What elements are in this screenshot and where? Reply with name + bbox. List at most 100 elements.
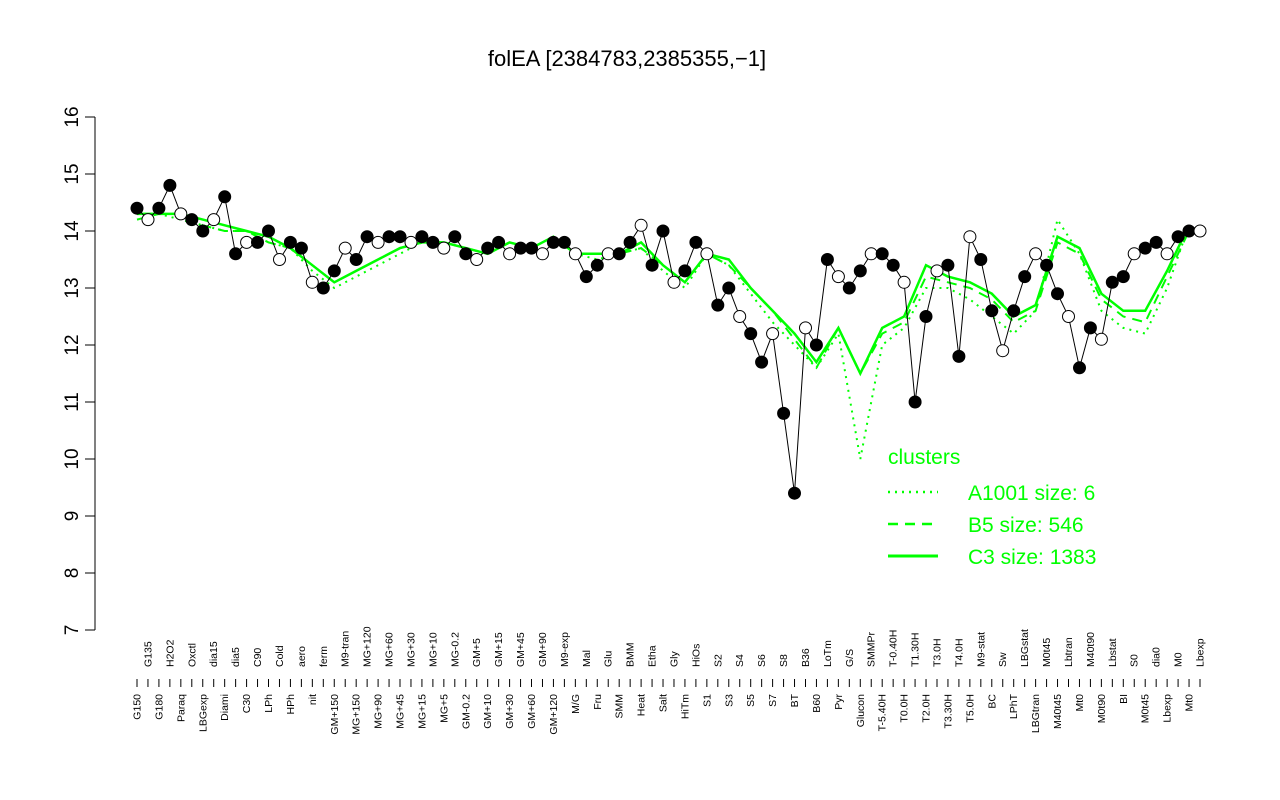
data-point: [1083, 321, 1097, 335]
data-point: [1051, 287, 1064, 301]
data-point: [327, 264, 341, 278]
x-tick-label: MG+150: [351, 694, 363, 735]
x-tick-label: Sw: [997, 652, 1009, 667]
x-tick-label: Lbexp: [1195, 638, 1207, 667]
data-point: [919, 310, 933, 323]
legend-label: A1001 size: 6: [968, 482, 1095, 505]
x-tick-label: G135: [142, 641, 154, 667]
x-tick-label: S5: [745, 694, 757, 707]
legend-title: clusters: [888, 446, 960, 469]
data-point: [820, 253, 834, 266]
x-tick-label: BI: [1118, 694, 1130, 704]
x-tick-label: Glucon: [855, 694, 867, 727]
legend-label: C3 size: 1383: [968, 546, 1096, 569]
x-tick-label: Paraq: [175, 694, 187, 722]
x-tick-label: M40t45: [1052, 694, 1064, 729]
data-point: [1127, 247, 1141, 261]
x-tick-label: M0: [1173, 652, 1185, 667]
x-tick-label: Mt0: [1184, 694, 1196, 712]
data-point: [1007, 304, 1021, 318]
x-tick-label: T4.0H: [953, 638, 965, 667]
x-tick-label: GM+150: [329, 694, 341, 735]
data-point: [207, 213, 221, 227]
data-point: [305, 275, 319, 289]
data-point: [1018, 270, 1032, 284]
data-point: [831, 270, 845, 284]
data-point: [579, 270, 593, 284]
data-point: [185, 213, 199, 227]
data-point: [799, 321, 812, 335]
x-tick-label: BC: [986, 694, 998, 709]
data-point: [788, 486, 801, 500]
data-point: [174, 207, 188, 221]
x-tick-label: Fru: [592, 694, 604, 710]
x-tick-label: G150: [132, 694, 144, 720]
data-point: [1149, 235, 1163, 249]
x-tick-label: Salt: [658, 694, 670, 712]
data-point: [952, 349, 966, 363]
data-point: [1160, 247, 1174, 261]
x-tick-label: G/S: [844, 649, 856, 667]
x-tick-label: LPh: [263, 694, 275, 713]
x-tick-label: T3.30H: [942, 694, 954, 728]
data-point: [481, 241, 495, 255]
x-tick-label: Heat: [636, 694, 648, 716]
x-tick-label: T3.0H: [931, 638, 943, 667]
data-point: [262, 224, 275, 238]
x-tick-label: M9-exp: [559, 632, 571, 667]
data-point: [941, 258, 955, 272]
data-point: [897, 275, 911, 289]
data-point: [152, 201, 166, 215]
data-point: [930, 264, 944, 278]
data-point: [985, 304, 999, 318]
x-tick-label: B36: [800, 648, 812, 667]
data-point: [853, 264, 867, 278]
data-point: [525, 241, 538, 255]
x-tick-label: S3: [723, 694, 735, 707]
data-point: [667, 275, 681, 289]
x-tick-label: S6: [756, 654, 768, 667]
x-tick-label: S7: [767, 694, 779, 707]
y-tick-label: 12: [62, 334, 83, 355]
x-tick-label: Etha: [647, 645, 659, 667]
data-point: [809, 338, 823, 352]
data-point: [996, 344, 1010, 358]
y-tick-label: 13: [62, 277, 83, 298]
x-tick-label: GM+45: [515, 632, 527, 667]
x-tick-label: Cold: [274, 645, 286, 667]
data-point: [426, 235, 440, 249]
data-point: [963, 230, 977, 244]
x-tick-label: dia0: [1151, 647, 1163, 667]
data-point: [1171, 230, 1185, 244]
y-tick-label: 14: [62, 220, 83, 242]
x-tick-label: GM+10: [482, 694, 494, 729]
x-tick-label: G180: [153, 694, 165, 720]
x-tick-label: Lbtran: [1063, 637, 1075, 667]
y-tick-label: 15: [62, 163, 83, 184]
x-tick-label: MG+30: [405, 632, 417, 667]
x-tick-label: Lbstat: [1107, 638, 1119, 667]
data-point: [744, 327, 758, 341]
data-point: [656, 224, 670, 238]
x-tick-label: GM+5: [471, 638, 483, 667]
data-point: [404, 235, 418, 249]
y-tick-label: 8: [62, 568, 83, 579]
data-point: [568, 247, 582, 261]
x-tick-label: HiOs: [690, 644, 702, 667]
x-tick-label: M0t45: [1140, 694, 1152, 723]
data-point: [634, 218, 648, 232]
x-tick-label: MG+5: [438, 694, 450, 723]
x-tick-label: MG+90: [373, 694, 385, 729]
data-point: [1040, 258, 1054, 272]
x-tick-label: T-0.40H: [888, 630, 900, 667]
x-tick-label: LBGstat: [1019, 629, 1031, 667]
data-point: [283, 235, 297, 249]
legend-label: B5 size: 546: [968, 514, 1084, 537]
data-point: [514, 241, 528, 255]
data-point: [163, 178, 177, 192]
x-tick-label: LPhT: [1008, 693, 1020, 719]
data-point: [294, 241, 308, 255]
x-tick-label: H2O2: [164, 639, 176, 667]
x-tick-label: GM-0.2: [460, 694, 472, 729]
data-point: [459, 247, 473, 261]
